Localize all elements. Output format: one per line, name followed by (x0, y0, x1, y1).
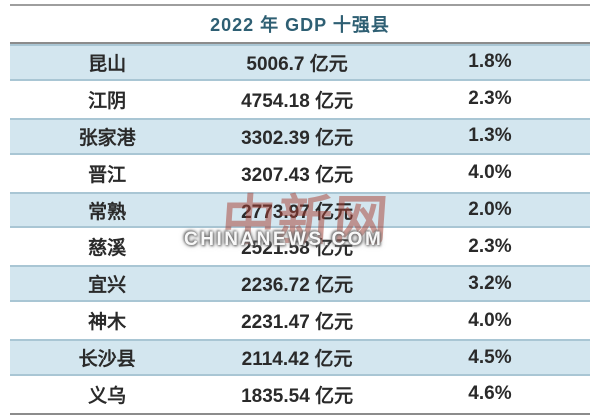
table-row: 宜兴 2236.72 亿元 3.2% (10, 265, 590, 303)
table-row: 义乌 1835.54 亿元 4.6% (10, 376, 590, 413)
county-name-cell: 江阴 (88, 90, 127, 112)
county-name-cell: 宜兴 (88, 275, 127, 297)
county-name-cell: 昆山 (88, 53, 127, 75)
table-title: 2022 年 GDP 十强县 (10, 6, 590, 44)
growth-rate-cell: 1.3% (468, 125, 512, 147)
gdp-value-cell: 3302.39 亿元 (241, 127, 354, 149)
bottom-rule (10, 412, 590, 415)
gdp-value-cell: 2114.42 亿元 (241, 349, 353, 371)
table-row: 江阴 4754.18 亿元 2.3% (10, 80, 590, 118)
gdp-value-cell: 5006.7 亿元 (246, 53, 348, 75)
gdp-value-cell: 1835.54 亿元 (241, 385, 354, 407)
growth-rate-cell: 2.3% (468, 88, 512, 110)
growth-rate-cell: 4.0% (468, 162, 512, 184)
table-row: 长沙县 2114.42 亿元 4.5% (10, 339, 590, 377)
growth-rate-cell: 4.5% (468, 346, 512, 368)
table-row: 慈溪 2521.58 亿元 2.3% (10, 228, 590, 266)
county-name-cell: 张家港 (78, 127, 136, 149)
gdp-value-cell: 3207.43 亿元 (241, 164, 354, 186)
growth-rate-cell: 4.6% (468, 383, 512, 405)
growth-rate-cell: 2.0% (468, 199, 512, 220)
gdp-value-cell: 2521.58 亿元 (241, 238, 354, 260)
county-name-cell: 常熟 (88, 201, 127, 223)
gdp-value-cell: 2231.47 亿元 (241, 312, 354, 334)
county-name-cell: 晋江 (88, 164, 127, 186)
gdp-table-body: 昆山 5006.7 亿元 1.8% 江阴 4754.18 亿元 2.3% 张家港… (10, 44, 590, 413)
county-name-cell: 义乌 (88, 385, 127, 407)
top-rule (10, 4, 590, 6)
table-row: 常熟 2773.97 亿元 2.0% (10, 191, 590, 229)
growth-rate-cell: 3.2% (468, 272, 512, 294)
growth-rate-cell: 4.0% (468, 309, 512, 331)
growth-rate-cell: 1.8% (468, 51, 512, 73)
table-row: 张家港 3302.39 亿元 1.3% (10, 117, 590, 155)
table-row: 晋江 3207.43 亿元 4.0% (10, 154, 590, 192)
gdp-value-cell: 4754.18 亿元 (241, 90, 354, 112)
gdp-value-cell: 2236.72 亿元 (241, 275, 354, 297)
gdp-value-cell: 2773.97 亿元 (241, 201, 354, 223)
table-row: 昆山 5006.7 亿元 1.8% (10, 44, 590, 81)
gdp-table: 2022 年 GDP 十强县 昆山 5006.7 亿元 1.8% 江阴 4754… (10, 4, 590, 415)
table-row: 神木 2231.47 亿元 4.0% (10, 302, 590, 340)
county-name-cell: 长沙县 (78, 349, 136, 371)
county-name-cell: 神木 (88, 312, 127, 334)
growth-rate-cell: 2.3% (468, 235, 512, 257)
county-name-cell: 慈溪 (88, 238, 127, 260)
